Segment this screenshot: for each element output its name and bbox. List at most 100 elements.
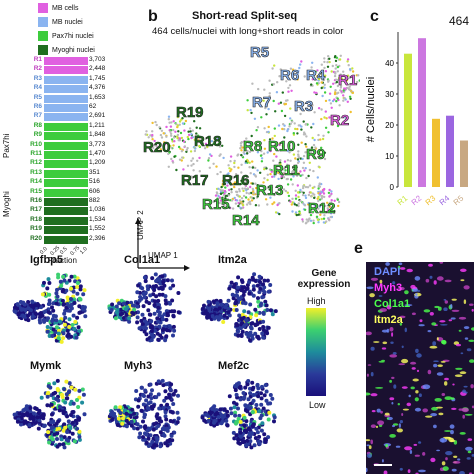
expression-point <box>64 288 69 293</box>
bar-chart-ytick: 20 <box>385 121 394 130</box>
if-cell <box>431 322 437 326</box>
umap-point <box>306 150 309 153</box>
umap-point <box>213 140 216 143</box>
umap-point <box>217 201 220 204</box>
expression-point <box>156 424 161 429</box>
if-cell <box>451 298 457 301</box>
umap-point <box>207 159 210 162</box>
if-cell <box>452 383 455 386</box>
expression-point <box>220 419 225 424</box>
expression-point <box>154 294 159 299</box>
umap-point <box>248 161 251 164</box>
if-cell <box>386 417 389 420</box>
umap-point <box>168 121 171 124</box>
expression-point <box>135 315 140 320</box>
expression-point <box>124 423 128 428</box>
umap-point <box>241 146 244 149</box>
expression-point <box>216 418 221 423</box>
umap-point <box>241 206 244 210</box>
expression-point <box>54 325 59 330</box>
expression-point <box>123 307 128 312</box>
umap-point <box>246 99 249 102</box>
umap-point <box>234 173 238 176</box>
umap-point <box>278 170 282 173</box>
umap-point <box>294 197 298 200</box>
umap-point <box>285 80 288 83</box>
expression-point <box>46 310 51 315</box>
expression-point <box>61 409 66 414</box>
umap-point <box>226 173 229 176</box>
if-cell <box>444 279 452 283</box>
expression-point <box>272 419 276 424</box>
expression-point <box>145 284 150 289</box>
expression-point <box>110 302 115 307</box>
region-label: R19 <box>30 225 42 233</box>
umap-point <box>276 81 279 84</box>
expression-point <box>158 444 163 449</box>
umap-point <box>279 101 283 104</box>
umap-point <box>185 150 188 153</box>
umap-cluster-label: R10 <box>268 138 296 156</box>
umap-point <box>185 148 189 152</box>
legend-entry: MB nuclei <box>38 16 83 28</box>
umap-point <box>299 188 302 192</box>
if-cell <box>414 407 422 412</box>
expression-point <box>171 419 176 424</box>
umap-point <box>284 189 288 193</box>
umap-cluster-label: R6 <box>280 67 300 85</box>
region-count: 3,703 <box>89 56 106 63</box>
expression-point <box>32 411 36 416</box>
expression-point <box>170 298 175 303</box>
expression-point <box>47 292 52 297</box>
umap-point <box>189 150 193 153</box>
expression-point <box>80 307 85 312</box>
umap-point <box>312 143 316 147</box>
if-cell <box>440 361 446 363</box>
umap-point <box>246 109 249 112</box>
expression-point <box>77 434 82 439</box>
expression-point <box>148 325 153 330</box>
umap-point <box>278 202 281 205</box>
region-label: R2 <box>33 65 42 73</box>
expression-point <box>165 311 170 316</box>
immunofluorescence-image <box>366 262 474 474</box>
if-cell <box>366 467 368 473</box>
umap-point <box>268 94 271 98</box>
expression-point <box>45 286 50 291</box>
umap-point <box>245 203 249 206</box>
umap-point <box>301 193 305 197</box>
umap-point <box>162 148 166 152</box>
umap-point <box>250 196 253 199</box>
umap-point <box>304 151 307 154</box>
umap-point <box>328 205 331 208</box>
bar-chart-ylabel: # Cells/nuclei <box>365 77 377 142</box>
umap-point <box>323 187 326 191</box>
umap-point <box>221 189 224 192</box>
umap-point <box>299 174 302 177</box>
expression-point <box>28 416 33 421</box>
expression-point <box>225 423 230 428</box>
if-cell <box>448 319 452 322</box>
expression-point <box>153 328 158 333</box>
umap-point <box>175 168 178 172</box>
umap-point <box>195 134 198 137</box>
umap-point <box>207 157 211 160</box>
expression-point <box>160 317 165 322</box>
bar-chart-ytick: 0 <box>390 183 395 192</box>
umap-point <box>257 100 261 103</box>
expression-point <box>257 274 262 279</box>
expression-point <box>246 379 251 383</box>
expression-point <box>75 315 80 320</box>
expression-point <box>19 416 24 421</box>
umap-point <box>320 86 323 90</box>
expression-point <box>233 301 238 306</box>
umap-point <box>302 161 306 164</box>
expression-point <box>70 323 75 327</box>
umap-point <box>346 74 350 77</box>
expression-point <box>207 410 212 415</box>
if-cell <box>370 346 375 351</box>
expression-point <box>165 278 170 283</box>
if-cell <box>379 308 387 312</box>
expression-point <box>232 436 237 441</box>
umap-point <box>335 92 338 95</box>
